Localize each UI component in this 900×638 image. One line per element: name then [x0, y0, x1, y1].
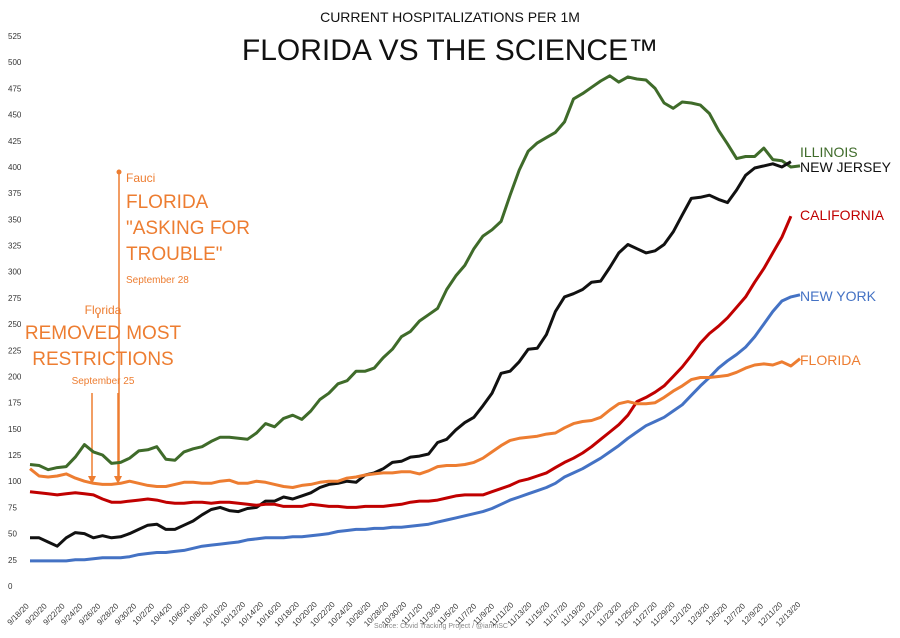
y-tick-label: 250 — [8, 320, 22, 329]
series-label-illinois: ILLINOIS — [800, 144, 858, 160]
series-label-new-jersey: NEW JERSEY — [800, 159, 892, 175]
series-line-illinois — [29, 74, 801, 472]
y-tick-label: 175 — [8, 399, 22, 408]
annotation-date: September 25 — [72, 376, 135, 387]
series-label-new-york: NEW YORK — [800, 288, 877, 304]
annotation-arrowhead — [114, 476, 122, 484]
annotation-main-line: "ASKING FOR — [126, 218, 250, 239]
chart-title: FLORIDA VS THE SCIENCE™ — [242, 34, 658, 67]
y-tick-label: 200 — [8, 372, 22, 381]
y-tick-label: 525 — [8, 32, 22, 41]
series-label-florida: FLORIDA — [800, 352, 861, 368]
y-tick-label: 100 — [8, 477, 22, 486]
annotation-main-line: RESTRICTIONS — [32, 349, 173, 370]
y-tick-label: 475 — [8, 84, 22, 93]
y-tick-label: 500 — [8, 58, 22, 67]
annotation-top: Fauci — [126, 171, 155, 185]
annotation-top: Florida — [85, 303, 122, 317]
series-label-california: CALIFORNIA — [800, 207, 885, 223]
annotation-date: September 28 — [126, 275, 189, 286]
y-tick-label: 150 — [8, 425, 22, 434]
series-line-new-jersey — [30, 160, 792, 548]
y-tick-label: 425 — [8, 137, 22, 146]
chart-source: Source: Covid Tracking Project / @ianmSC — [374, 623, 508, 630]
y-tick-label: 50 — [8, 530, 17, 539]
chart-supertitle: CURRENT HOSPITALIZATIONS PER 1M — [320, 9, 580, 25]
series-line-new-york — [30, 293, 801, 563]
annotation-leader-dot — [116, 169, 122, 175]
y-tick-label: 125 — [8, 451, 22, 460]
y-tick-label: 350 — [8, 215, 22, 224]
y-tick-label: 25 — [8, 556, 17, 565]
y-tick-label: 375 — [8, 189, 22, 198]
annotation-main-line: REMOVED MOST — [25, 323, 182, 344]
y-tick-label: 400 — [8, 163, 22, 172]
annotation-main-line: FLORIDA — [126, 192, 209, 213]
annotation-main-line: TROUBLE" — [126, 244, 222, 265]
y-tick-label: 75 — [8, 503, 17, 512]
series-line-florida — [29, 357, 801, 489]
y-tick-label: 300 — [8, 268, 22, 277]
annotation-arrowhead — [88, 476, 96, 484]
y-tick-label: 325 — [8, 242, 22, 251]
y-tick-label: 0 — [8, 582, 13, 591]
series-line-california — [29, 215, 793, 509]
y-tick-label: 225 — [8, 346, 22, 355]
y-tick-label: 450 — [8, 111, 22, 120]
y-tick-label: 275 — [8, 294, 22, 303]
